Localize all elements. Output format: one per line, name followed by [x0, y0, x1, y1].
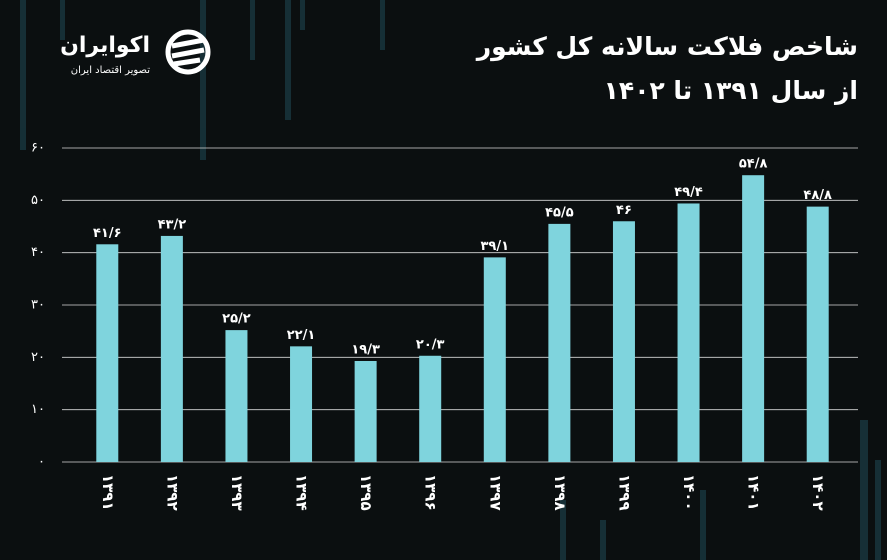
bar [419, 355, 442, 462]
x-tick-label: ۱۳۹۴ [293, 474, 311, 511]
y-tick-label: ۳۰ [31, 298, 45, 313]
value-label: ۵۴/۸ [739, 157, 768, 172]
value-label: ۲۵/۲ [222, 312, 251, 327]
y-tick-label: ۲۰ [31, 350, 45, 365]
bar [806, 206, 829, 462]
decoration [20, 0, 881, 560]
value-label: ۱۹/۳ [351, 342, 380, 357]
x-tick-label: ۱۴۰۱ [745, 474, 763, 511]
bar [612, 221, 635, 462]
value-label: ۴۶ [616, 203, 632, 218]
logo-name: اکوایران [60, 33, 150, 58]
bar [160, 235, 183, 462]
bar [96, 244, 119, 462]
value-label: ۴۳/۲ [158, 217, 187, 232]
x-tick-label: ۱۳۹۱ [99, 474, 117, 511]
x-tick-label: ۱۴۰۲ [809, 474, 827, 511]
chart-subtitle: از سال ۱۳۹۱ تا ۱۴۰۲ [604, 76, 858, 105]
value-label: ۳۹/۱ [481, 239, 510, 254]
y-tick-label: ۴۰ [31, 245, 45, 260]
value-label: ۲۲/۱ [287, 328, 316, 343]
x-tick-label: ۱۳۹۶ [422, 474, 440, 511]
value-label: ۲۰/۳ [416, 337, 445, 352]
bar [483, 257, 506, 462]
y-tick-label: ۶۰ [31, 141, 45, 156]
chart-title: شاخص فلاکت سالانه کل کشور [475, 32, 858, 62]
bar [742, 175, 765, 463]
value-label: ۴۹/۴ [674, 185, 703, 200]
logo-tagline: تصویر اقتصاد ایران [71, 65, 150, 76]
x-tick-label: ۱۳۹۵ [357, 474, 375, 511]
x-tick-label: ۱۳۹۸ [551, 474, 569, 511]
logo-icon [165, 29, 211, 75]
value-label: ۴۸/۸ [803, 188, 832, 203]
x-tick-label: ۱۴۰۰ [680, 474, 698, 511]
value-label: ۴۵/۵ [545, 205, 574, 220]
value-label: ۴۱/۶ [93, 226, 122, 241]
bar [354, 360, 377, 462]
bar [290, 346, 313, 462]
bar [677, 203, 700, 462]
x-tick-label: ۱۳۹۲ [163, 474, 181, 511]
x-tick-label: ۱۳۹۹ [615, 474, 633, 511]
bar [548, 223, 571, 462]
y-tick-label: ۵۰ [31, 193, 45, 208]
y-tick-label: ۱۰ [31, 402, 45, 417]
x-tick-label: ۱۳۹۷ [486, 474, 504, 511]
bar [225, 330, 248, 462]
y-tick-label: ۰ [38, 455, 45, 470]
x-tick-label: ۱۳۹۳ [228, 474, 246, 511]
